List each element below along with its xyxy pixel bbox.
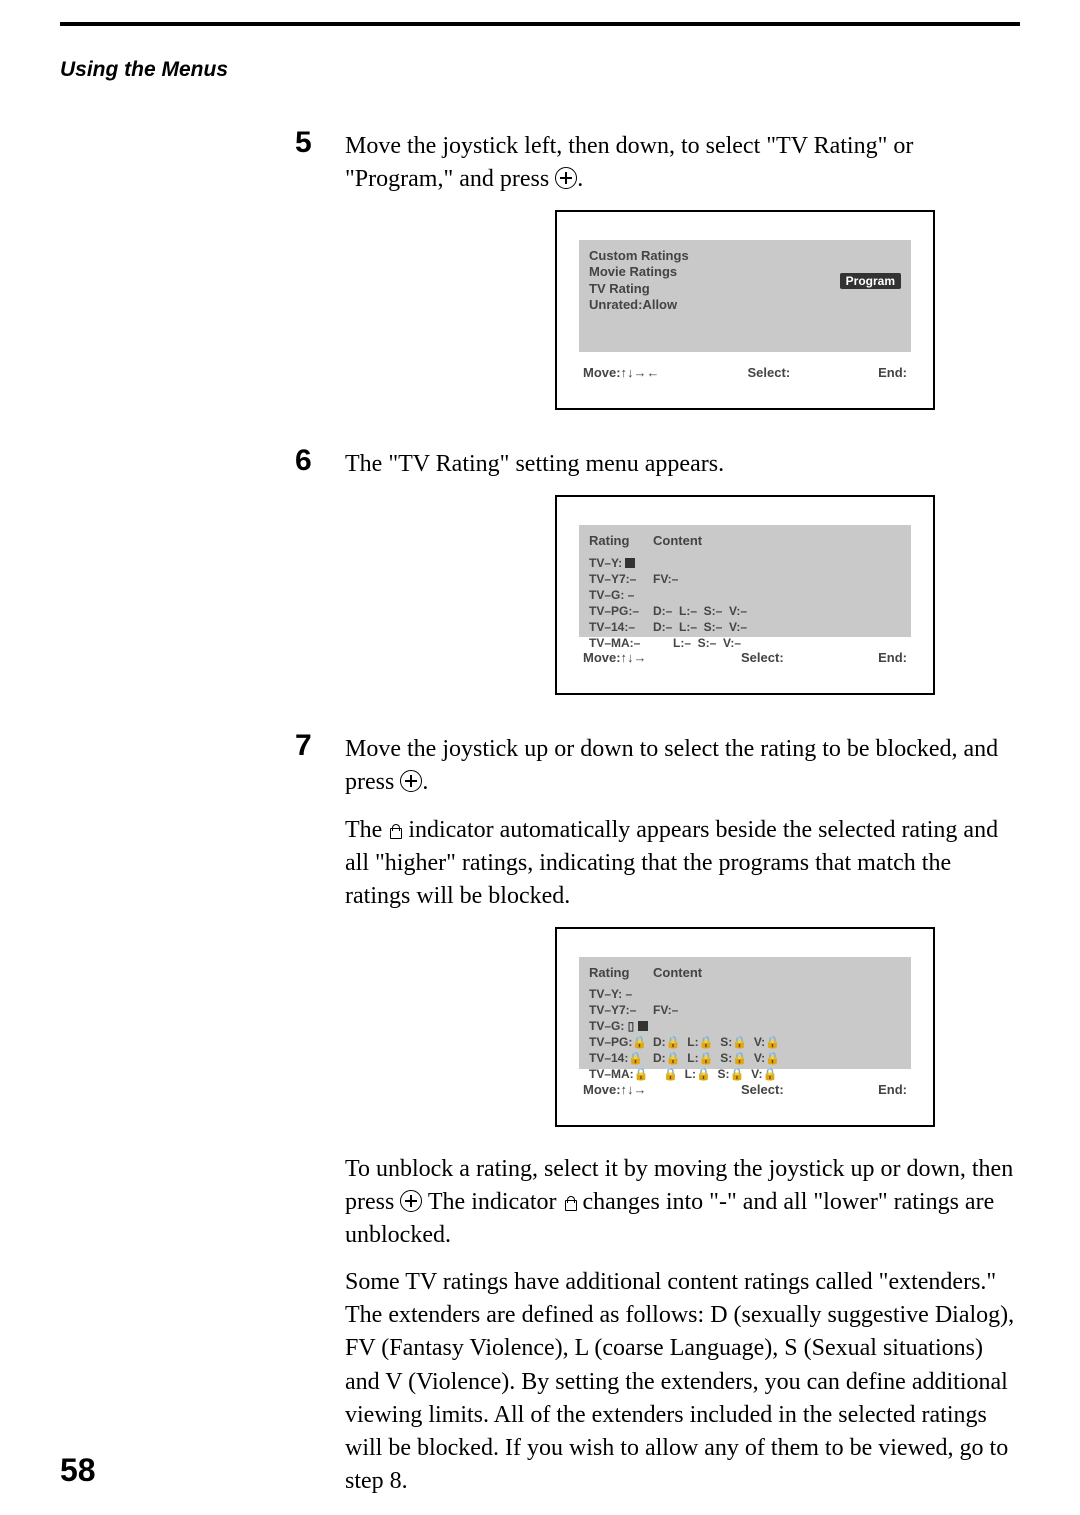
step7-p2b: indicator automatically appears beside t… [345, 817, 998, 909]
osd-content-cell: D:– L:– S:– V:– [653, 604, 901, 619]
joystick-press-icon [555, 167, 577, 189]
osd-content-cell: D:🔒 L:🔒 S:🔒 V:🔒 [653, 1035, 901, 1050]
osd-rating-cell: TV–14:– [589, 620, 653, 635]
osd-content-cell [653, 556, 901, 571]
osd3-hdr-rating: Rating [589, 965, 653, 981]
step7-p1b: . [422, 769, 428, 795]
osd-content-cell: FV:– [653, 1003, 901, 1018]
section-title: Using the Menus [60, 58, 1020, 82]
joystick-press-icon [400, 1190, 422, 1212]
osd-footer: Move:↑↓→ Select: End: [579, 649, 911, 667]
osd3-hdr-content: Content [653, 965, 901, 981]
osd-content-cell: 🔒 L:🔒 S:🔒 V:🔒 [653, 1067, 901, 1082]
osd-rating-cell: TV–Y7:– [589, 572, 653, 587]
osd-rating-cell: TV–PG:🔒 [589, 1035, 653, 1050]
osd-footer-end: End: [878, 649, 907, 667]
step-number: 5 [295, 128, 345, 158]
step5-text-a: Move the joystick left, then down, to se… [345, 133, 913, 192]
osd-rating-cell: TV–PG:– [589, 604, 653, 619]
step-body: The "TV Rating" setting menu appears. Ra… [345, 446, 1020, 721]
osd-screenshot-tv-rating: Rating Content TV–Y: TV–Y7:–FV:–TV–G: –T… [555, 495, 935, 695]
selection-box-icon [638, 1021, 648, 1031]
osd-screenshot-tv-rating-blocked: Rating Content TV–Y: –TV–Y7:–FV:–TV–G: ▯… [555, 927, 935, 1127]
step-6: 6 The "TV Rating" setting menu appears. … [295, 446, 1020, 721]
step7-p4: Some TV ratings have additional content … [345, 1266, 1020, 1498]
step-body: Move the joystick left, then down, to se… [345, 128, 1020, 436]
osd1-line: Unrated:Allow [589, 297, 689, 313]
osd-footer: Move:↑↓→← Select: End: [579, 364, 911, 382]
lock-icon [388, 823, 402, 839]
osd-content-cell: L:– S:– V:– [653, 636, 901, 651]
step7-p1a: Move the joystick up or down to select t… [345, 736, 998, 795]
osd-footer-move: Move:↑↓→← [583, 364, 660, 382]
osd2-hdr-rating: Rating [589, 533, 653, 549]
osd-content-cell [653, 588, 901, 603]
osd-footer-select: Select: [741, 649, 784, 667]
osd-rating-cell: TV–14:🔒 [589, 1051, 653, 1066]
step-7: 7 Move the joystick up or down to select… [295, 731, 1020, 1512]
lock-icon [563, 1195, 577, 1211]
osd-footer-end: End: [878, 1081, 907, 1099]
osd-rating-cell: TV–Y: – [589, 987, 653, 1002]
osd-content-cell [653, 987, 901, 1002]
page-number: 58 [60, 1452, 96, 1489]
osd-footer-move: Move:↑↓→ [583, 1081, 647, 1099]
step-number: 7 [295, 731, 345, 761]
top-rule [60, 22, 1020, 26]
osd1-line: Custom Ratings [589, 248, 689, 264]
osd1-selected-pill: Program [840, 273, 901, 289]
osd2-hdr-content: Content [653, 533, 901, 549]
osd-footer-select: Select: [748, 364, 791, 382]
osd-content-cell: FV:– [653, 572, 901, 587]
step-5: 5 Move the joystick left, then down, to … [295, 128, 1020, 436]
step7-p3b: The indicator [422, 1189, 562, 1215]
step7-p2a: The [345, 817, 388, 843]
osd1-line: Movie Ratings [589, 264, 689, 280]
step5-text-b: . [577, 166, 583, 192]
step6-text: The "TV Rating" setting menu appears. [345, 448, 1020, 481]
osd-content-cell: D:🔒 L:🔒 S:🔒 V:🔒 [653, 1051, 901, 1066]
osd-rating-cell: TV–Y7:– [589, 1003, 653, 1018]
osd-rating-cell: TV–MA:– [589, 636, 653, 651]
osd-footer-select: Select: [741, 1081, 784, 1099]
osd-rating-cell: TV–Y: [589, 556, 653, 571]
osd-rating-cell: TV–MA:🔒 [589, 1067, 653, 1082]
step-number: 6 [295, 446, 345, 476]
selection-box-icon [625, 558, 635, 568]
osd-content-cell: D:– L:– S:– V:– [653, 620, 901, 635]
osd-rating-cell: TV–G: – [589, 588, 653, 603]
osd-footer-move: Move:↑↓→ [583, 649, 647, 667]
osd-rating-cell: TV–G: ▯ [589, 1019, 653, 1034]
osd-footer: Move:↑↓→ Select: End: [579, 1081, 911, 1099]
osd-footer-end: End: [878, 364, 907, 382]
step-body: Move the joystick up or down to select t… [345, 731, 1020, 1512]
osd-screenshot-custom-ratings: Custom Ratings Movie Ratings TV Rating U… [555, 210, 935, 410]
osd1-line: TV Rating [589, 281, 689, 297]
osd-content-cell [653, 1019, 901, 1034]
joystick-press-icon [400, 770, 422, 792]
